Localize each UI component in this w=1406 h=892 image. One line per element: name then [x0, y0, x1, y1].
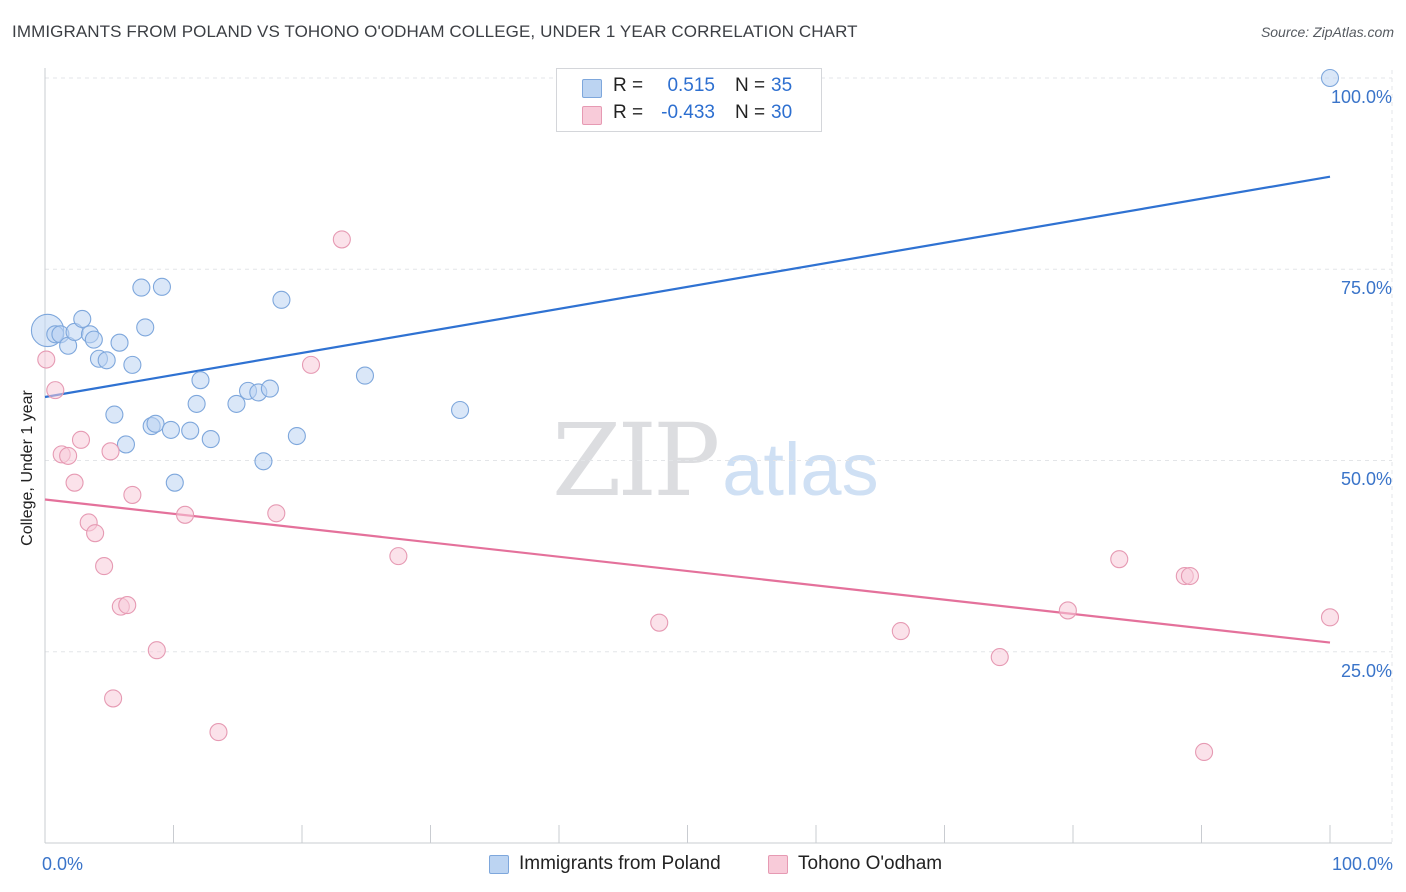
- legend-row-poland: R = 0.515 N = 35: [557, 73, 821, 101]
- r-value-tohono: -0.433: [661, 102, 715, 123]
- stats-legend: R = 0.515 N = 35 R = -0.433 N = 30: [556, 68, 822, 132]
- n-value-poland: 35: [771, 75, 793, 96]
- point-poland-18: [152, 277, 171, 296]
- point-tohono-7: [86, 524, 105, 543]
- point-tohono-18: [301, 355, 321, 374]
- n-label: N =: [735, 75, 766, 96]
- point-poland-7: [84, 330, 103, 349]
- point-poland-9: [97, 351, 116, 370]
- point-poland-25: [227, 394, 246, 413]
- y-tick-label-75: 75.0%: [1340, 278, 1392, 298]
- point-poland-5: [73, 309, 92, 329]
- r-label: R =: [613, 102, 644, 123]
- y-tick-label-100: 100.0%: [1330, 87, 1392, 107]
- trend-line-tohono: [44, 498, 1331, 644]
- point-tohono-21: [650, 613, 669, 632]
- point-poland-19: [161, 420, 180, 439]
- point-poland-20: [165, 473, 184, 492]
- point-poland-29: [260, 379, 279, 398]
- point-poland-34: [1320, 68, 1340, 88]
- axes: [44, 68, 1392, 844]
- trend-lines: [44, 175, 1331, 644]
- point-tohono-15: [176, 505, 195, 524]
- point-poland-23: [191, 371, 210, 390]
- r-value-poland: 0.515: [667, 75, 715, 96]
- legend-swatch-poland: [489, 855, 509, 874]
- point-poland-10: [105, 405, 124, 424]
- legend-label-tohono: Tohono O'odham: [798, 853, 943, 874]
- point-tohono-0: [37, 350, 56, 369]
- y-tick-label-25: 25.0%: [1340, 661, 1392, 681]
- point-poland-33: [451, 400, 470, 420]
- x-tick-label-min: 0.0%: [42, 854, 84, 874]
- point-poland-13: [123, 355, 142, 374]
- legend-row-tohono: R = -0.433 N = 30: [557, 100, 821, 128]
- point-tohono-5: [71, 430, 91, 449]
- point-tohono-23: [990, 648, 1009, 667]
- legend-swatch-poland: [582, 79, 602, 98]
- y-axis-title: College, Under 1 year: [19, 390, 36, 546]
- point-poland-31: [287, 426, 306, 446]
- point-tohono-16: [209, 723, 228, 742]
- chart-title: IMMIGRANTS FROM POLAND VS TOHONO O'ODHAM…: [12, 22, 858, 41]
- point-tohono-24: [1058, 601, 1077, 620]
- point-tohono-28: [1195, 742, 1214, 762]
- x-tick-label-max: 100.0%: [1331, 854, 1393, 874]
- point-poland-15: [136, 318, 155, 337]
- n-value-tohono: 30: [771, 102, 793, 123]
- point-poland-17: [146, 414, 165, 433]
- point-tohono-22: [891, 622, 910, 641]
- point-tohono-27: [1180, 566, 1199, 586]
- r-label: R =: [613, 75, 644, 96]
- point-tohono-3: [59, 446, 78, 465]
- point-tohono-8: [95, 557, 114, 576]
- point-poland-12: [116, 435, 136, 454]
- point-poland-32: [355, 366, 375, 385]
- point-poland-14: [132, 278, 151, 297]
- point-tohono-17: [267, 504, 286, 523]
- point-tohono-13: [123, 485, 142, 504]
- point-tohono-1: [46, 381, 65, 400]
- point-poland-21: [181, 421, 200, 440]
- point-poland-24: [201, 430, 220, 449]
- trend-line-poland: [44, 175, 1331, 399]
- source-credit: Source: ZipAtlas.com: [1260, 24, 1394, 40]
- point-tohono-12: [118, 596, 137, 615]
- point-poland-11: [110, 333, 129, 352]
- gridlines: [45, 70, 1393, 843]
- point-tohono-4: [65, 473, 84, 492]
- point-tohono-9: [101, 442, 120, 461]
- n-label: N =: [735, 102, 766, 123]
- point-tohono-25: [1110, 550, 1129, 569]
- point-tohono-10: [104, 689, 123, 708]
- point-poland-30: [272, 290, 291, 309]
- data-points: [30, 68, 1340, 762]
- point-tohono-14: [147, 641, 166, 660]
- point-tohono-29: [1320, 608, 1340, 627]
- y-tick-label-50: 50.0%: [1340, 469, 1392, 489]
- legend-label-poland: Immigrants from Poland: [519, 853, 721, 874]
- point-tohono-20: [389, 547, 408, 566]
- point-poland-22: [187, 394, 206, 413]
- series-legend: Immigrants from Poland Tohono O'odham: [0, 852, 1406, 878]
- point-tohono-19: [332, 230, 351, 249]
- point-poland-28: [254, 452, 273, 471]
- legend-swatch-tohono: [582, 106, 602, 125]
- legend-swatch-tohono: [768, 855, 788, 874]
